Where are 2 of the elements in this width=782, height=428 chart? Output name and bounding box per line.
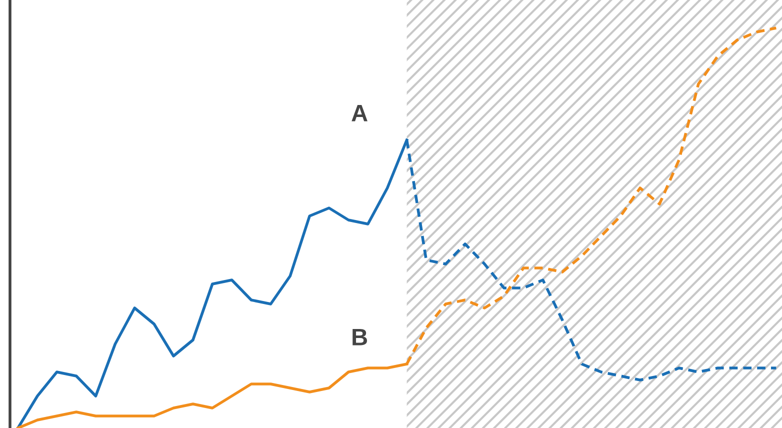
series-label: B	[352, 328, 368, 346]
series-label: A	[352, 104, 368, 122]
